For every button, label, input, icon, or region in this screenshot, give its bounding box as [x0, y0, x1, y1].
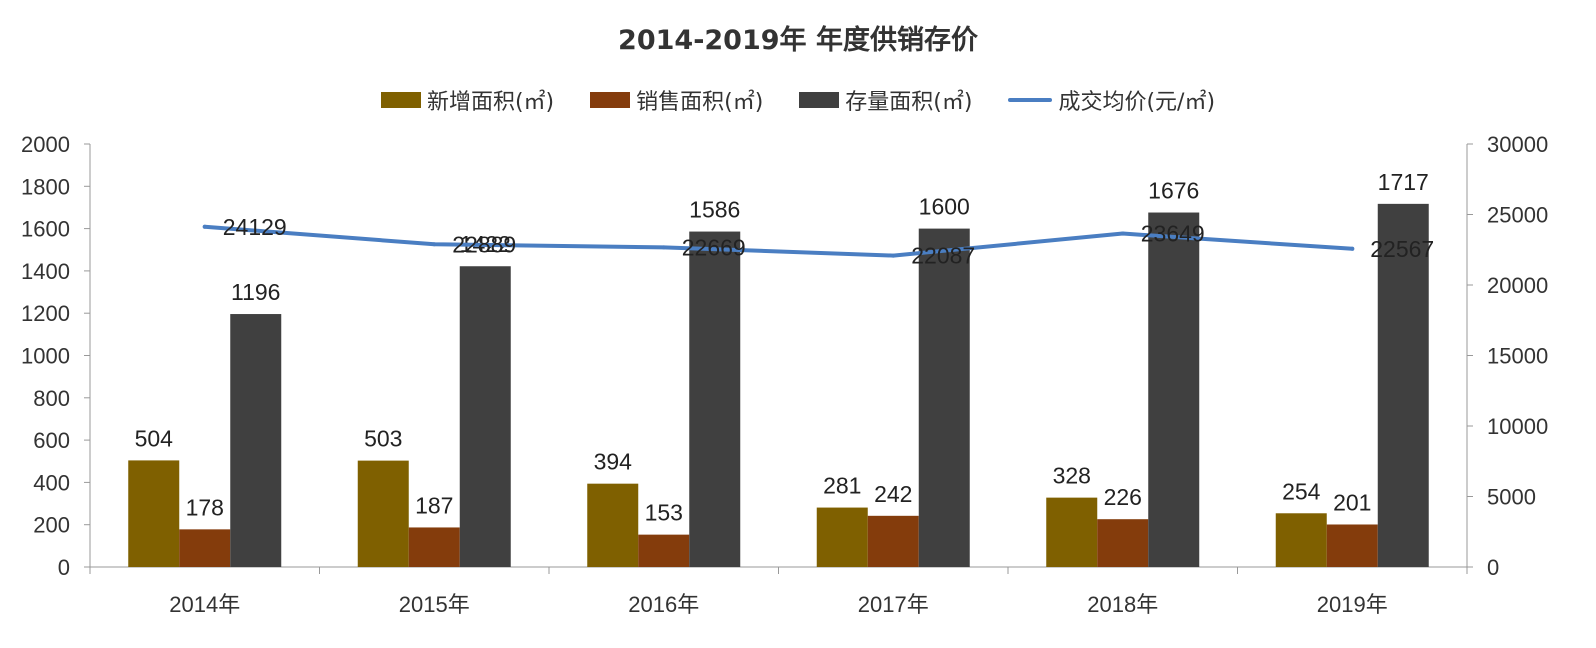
bar-data-label: 153	[645, 500, 683, 526]
bar-data-label: 1676	[1148, 178, 1199, 204]
avg-price-data-label: 22889	[452, 231, 516, 257]
legend-line-avg-price	[1008, 98, 1053, 102]
legend-item-avg-price: 成交均价(元/㎡)	[1008, 84, 1215, 116]
bar-data-label: 1586	[689, 197, 740, 223]
bar	[918, 228, 970, 567]
bar	[638, 534, 690, 567]
bar-data-label: 328	[1053, 463, 1091, 489]
left-y-tick-label: 2000	[21, 132, 70, 157]
left-y-tick-label: 1200	[21, 301, 70, 326]
bar	[179, 529, 231, 567]
bar-data-label: 201	[1333, 489, 1371, 515]
left-y-tick-label: 1000	[21, 344, 70, 369]
bar-data-label: 187	[415, 492, 453, 518]
bar	[1097, 519, 1149, 567]
left-y-tick-label: 1400	[21, 259, 70, 284]
bar	[357, 460, 409, 567]
bar-data-label: 1717	[1378, 169, 1429, 195]
avg-price-point	[432, 242, 437, 247]
left-y-tick-label: 400	[33, 470, 70, 495]
bar-data-label: 178	[186, 494, 224, 520]
legend-item-stock-area: 存量面积(㎡)	[799, 84, 972, 116]
bar-data-label: 226	[1104, 484, 1142, 510]
legend-label-new-area: 新增面积(㎡)	[426, 90, 555, 115]
right-y-tick-label: 20000	[1487, 273, 1548, 298]
avg-price-point	[891, 253, 896, 258]
legend: 新增面积(㎡) 销售面积(㎡) 存量面积(㎡) 成交均价(元/㎡)	[0, 84, 1596, 116]
bar	[689, 231, 741, 567]
legend-item-new-area: 新增面积(㎡)	[380, 84, 555, 116]
legend-swatch-stock-area	[799, 92, 840, 108]
left-y-tick-label: 1600	[21, 217, 70, 242]
avg-price-data-label: 22087	[911, 243, 975, 269]
chart-title: 2014-2019年 年度供销存价	[618, 25, 978, 56]
bar	[1326, 524, 1378, 567]
avg-price-data-label: 23649	[1141, 221, 1205, 247]
bar	[867, 515, 919, 567]
right-y-tick-label: 15000	[1487, 344, 1548, 369]
bar	[1377, 203, 1429, 568]
bar	[230, 314, 282, 567]
avg-price-line	[202, 224, 1355, 258]
left-y-tick-label: 800	[33, 386, 70, 411]
bar-data-label: 394	[594, 449, 633, 475]
x-tick-label: 2016年	[628, 592, 699, 617]
legend-swatch-new-area	[380, 92, 421, 108]
right-y-tick-label: 5000	[1487, 485, 1536, 510]
bar-data-label: 242	[874, 481, 912, 507]
x-tick-label: 2014年	[169, 592, 240, 617]
bar-data-label: 504	[135, 425, 174, 451]
legend-label-sales-area: 销售面积(㎡)	[636, 90, 764, 115]
avg-price-point	[661, 245, 666, 250]
avg-price-point	[1120, 231, 1125, 236]
legend-label-avg-price: 成交均价(元/㎡)	[1058, 90, 1216, 115]
x-tick-label: 2018年	[1087, 592, 1158, 617]
legend-item-sales-area: 销售面积(㎡)	[590, 84, 763, 116]
x-tick-label: 2019年	[1317, 592, 1388, 617]
avg-price-point	[202, 224, 207, 229]
legend-swatch-sales-area	[590, 92, 631, 108]
right-y-tick-label: 10000	[1487, 414, 1548, 439]
bar-data-label: 1196	[231, 279, 280, 305]
avg-price-data-label: 22669	[682, 234, 746, 260]
bar	[1046, 497, 1098, 567]
bar	[587, 483, 639, 567]
avg-price-point	[1350, 246, 1355, 251]
avg-price-data-label: 24129	[223, 214, 287, 240]
left-y-tick-label: 1800	[21, 174, 70, 199]
left-y-tick-label: 600	[33, 428, 70, 453]
x-tick-label: 2015年	[399, 592, 470, 617]
bar-data-label: 281	[823, 473, 861, 499]
bar	[816, 507, 868, 567]
bar-data-label: 254	[1282, 478, 1321, 504]
bar	[408, 527, 460, 567]
bar	[1148, 212, 1200, 567]
bar-data-label: 503	[364, 426, 402, 452]
bar	[1275, 513, 1327, 567]
left-y-tick-label: 200	[33, 513, 70, 538]
left-y-tick-label: 0	[58, 555, 70, 580]
bar	[459, 266, 511, 567]
right-y-tick-label: 30000	[1487, 132, 1548, 157]
x-tick-label: 2017年	[858, 592, 929, 617]
right-y-tick-label: 0	[1487, 555, 1499, 580]
right-y-tick-label: 25000	[1487, 203, 1548, 228]
legend-label-stock-area: 存量面积(㎡)	[845, 90, 973, 115]
avg-price-data-label: 22567	[1370, 236, 1434, 262]
bar-data-label: 1600	[919, 194, 970, 220]
bar	[128, 460, 180, 567]
